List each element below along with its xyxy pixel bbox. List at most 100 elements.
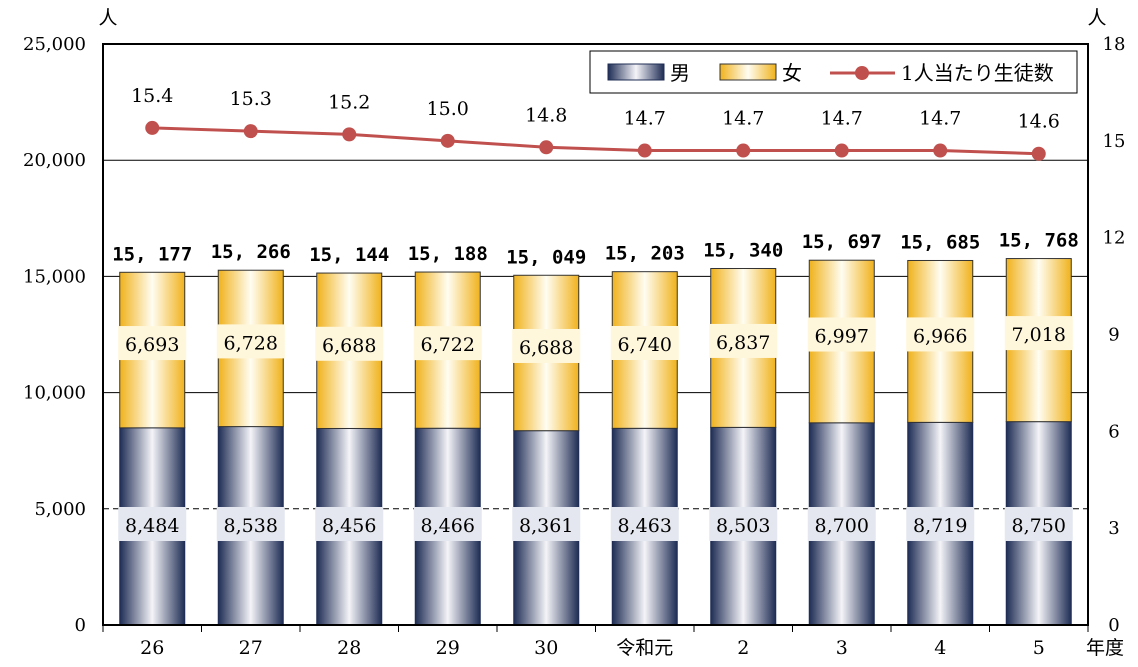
legend-label-ratio: 1人当たり生徒数: [901, 61, 1054, 85]
category-label: 令和元: [616, 637, 673, 659]
total-label: 15, 177: [112, 243, 192, 265]
male-label-box: [216, 507, 285, 541]
total-label: 15, 340: [703, 239, 783, 261]
legend-swatch-point: [855, 66, 869, 80]
female-value-label: 6,966: [913, 325, 967, 347]
total-label: 15, 144: [309, 244, 389, 266]
female-value-label: 6,997: [815, 326, 869, 348]
total-label: 15, 203: [605, 243, 685, 265]
left-axis-unit: 人: [98, 7, 117, 29]
female-label-box: [118, 326, 187, 361]
male-label-box: [118, 507, 187, 541]
male-label-box: [709, 507, 778, 541]
category-label: 29: [436, 637, 460, 659]
left-tick-label: 15,000: [23, 266, 86, 287]
female-value-label: 6,837: [716, 332, 770, 354]
legend-label-male: 男: [670, 61, 690, 85]
female-label-box: [512, 328, 581, 363]
ratio-point: [342, 127, 357, 142]
left-tick-label: 0: [75, 615, 86, 636]
female-value-label: 6,728: [224, 332, 278, 354]
male-label-box: [512, 507, 581, 541]
axis-layer: 0 5,000 10,000 15,000 20,000 25,000 0 3 6 9 12 15 18…: [23, 7, 1125, 659]
legend: 男 女 1人当たり生徒数: [589, 50, 1078, 94]
total-label: 15, 266: [211, 241, 291, 263]
male-value-label: 8,484: [125, 515, 179, 537]
female-label-box: [709, 323, 778, 358]
left-tick-label: 25,000: [23, 34, 86, 55]
male-value-label: 8,719: [913, 515, 967, 537]
female-label-box: [315, 326, 384, 361]
male-value-label: 8,463: [618, 515, 672, 537]
legend-swatch-male: [607, 63, 665, 81]
right-tick-label: 18: [1103, 34, 1126, 55]
right-tick-label: 12: [1103, 228, 1126, 249]
right-tick-label: 3: [1108, 518, 1119, 539]
female-value-label: 6,688: [322, 335, 376, 357]
left-tick-label: 20,000: [23, 150, 86, 171]
male-value-label: 8,361: [519, 515, 573, 537]
total-label: 15, 768: [999, 230, 1079, 252]
category-label: 27: [239, 637, 263, 659]
female-label-box: [413, 326, 482, 361]
ratio-point: [736, 143, 751, 158]
legend-label-female: 女: [782, 61, 802, 85]
total-label: 15, 049: [506, 246, 586, 268]
ratio-value-label: 14.7: [624, 108, 666, 130]
ratio-point: [1031, 146, 1046, 161]
female-label-box: [807, 317, 876, 352]
male-value-label: 8,700: [815, 515, 869, 537]
female-label-box: [1004, 316, 1073, 351]
x-axis-unit: 年度: [1086, 637, 1124, 659]
ratio-point: [834, 143, 849, 158]
male-label-box: [807, 507, 876, 541]
ratio-value-label: 14.7: [722, 108, 764, 130]
ratio-line: [152, 126, 1039, 156]
male-value-label: 8,538: [224, 515, 278, 537]
bars-layer: [119, 258, 1072, 626]
right-tick-label: 15: [1103, 131, 1126, 152]
ratio-point: [933, 143, 948, 158]
total-label: 15, 188: [408, 243, 488, 265]
female-value-label: 7,018: [1012, 324, 1066, 346]
category-label: 2: [737, 637, 749, 659]
legend-swatch-female: [719, 63, 777, 81]
right-tick-label: 9: [1108, 325, 1119, 346]
male-label-box: [906, 507, 975, 541]
ratio-value-label: 15.0: [427, 98, 469, 120]
male-label-box: [610, 507, 679, 541]
ratio-value-label: 14.8: [525, 104, 567, 126]
ratio-point: [243, 124, 258, 139]
right-tick-label: 0: [1108, 615, 1119, 636]
ratio-value-label: 15.3: [230, 88, 272, 110]
female-value-label: 6,688: [519, 337, 573, 359]
female-value-label: 6,722: [421, 334, 475, 356]
right-axis-unit: 人: [1087, 7, 1106, 29]
ratio-point: [145, 120, 160, 135]
female-value-label: 6,693: [125, 334, 179, 356]
category-label: 28: [337, 637, 361, 659]
category-label: 4: [934, 637, 946, 659]
right-tick-label: 6: [1108, 421, 1119, 442]
male-value-label: 8,750: [1012, 515, 1066, 537]
ratio-point: [637, 143, 652, 158]
category-label: 26: [140, 637, 164, 659]
male-label-box: [413, 507, 482, 541]
total-label: 15, 685: [900, 231, 980, 253]
female-label-box: [610, 326, 679, 361]
ratio-value-label: 15.4: [131, 85, 173, 107]
ratio-value-label: 15.2: [328, 91, 370, 113]
male-label-box: [315, 507, 384, 541]
total-label: 15, 697: [802, 231, 882, 253]
female-label-box: [906, 317, 975, 352]
left-tick-label: 10,000: [23, 383, 86, 404]
line-layer: [145, 120, 1046, 161]
plot-frame: [102, 43, 1089, 626]
left-tick-label: 5,000: [34, 499, 86, 520]
male-label-box: [1004, 507, 1073, 541]
ratio-point: [440, 133, 455, 148]
ratio-value-label: 14.6: [1018, 111, 1060, 133]
ratio-value-label: 14.7: [919, 108, 961, 130]
